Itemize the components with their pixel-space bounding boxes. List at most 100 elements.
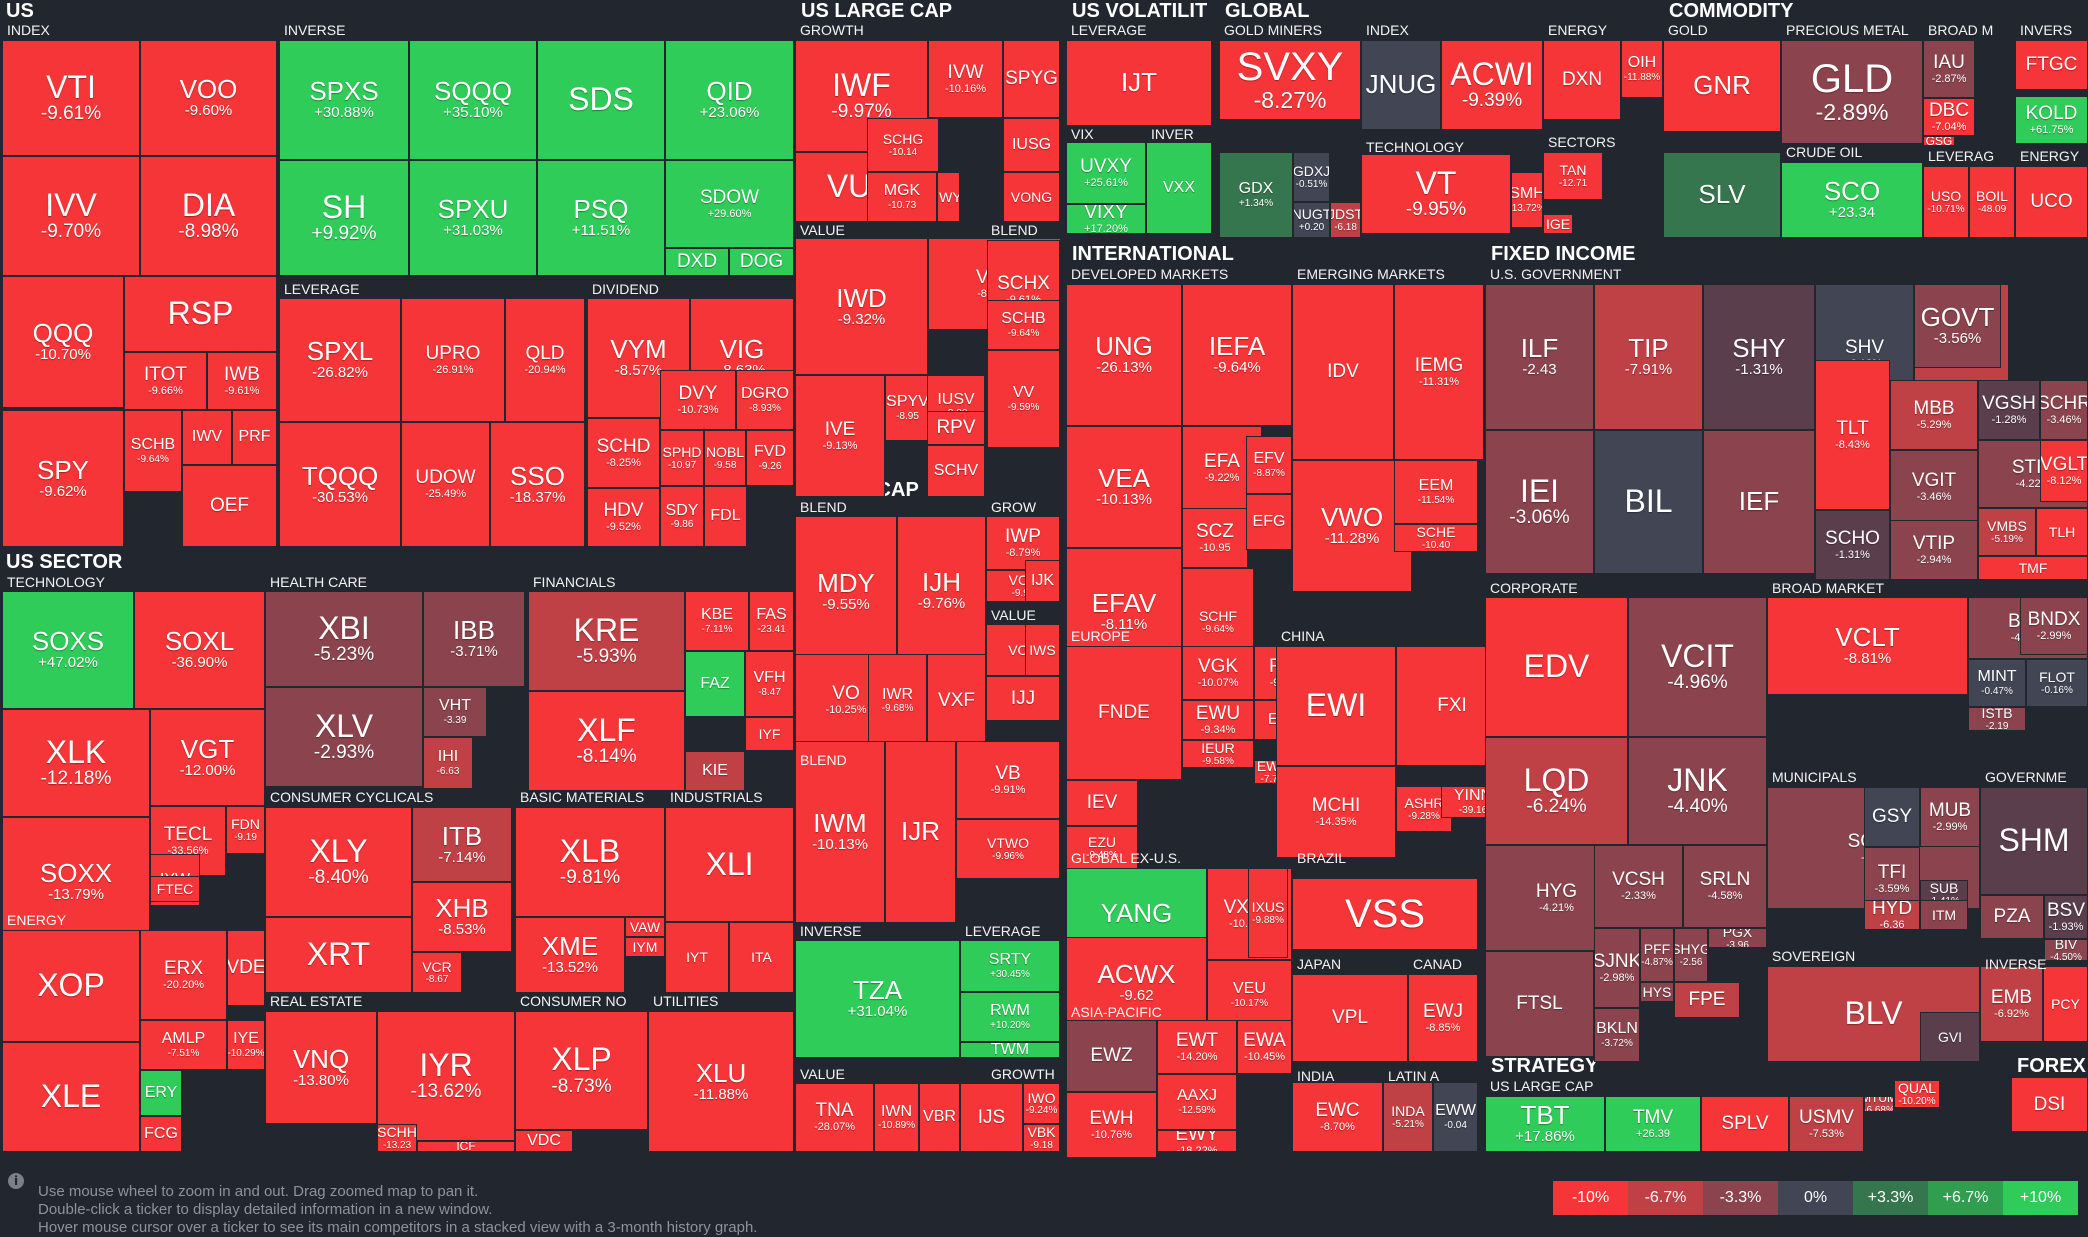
ticker-tile[interactable]: FTEC (150, 876, 200, 902)
ticker-tile[interactable]: VTWO -9.96% (956, 819, 1060, 879)
ticker-tile[interactable]: EWI (1276, 646, 1396, 766)
ticker-tile[interactable]: IWB -9.61% (207, 352, 277, 410)
ticker-tile[interactable]: RPV (927, 411, 985, 445)
ticker-tile[interactable]: TMF (1978, 556, 2088, 580)
ticker-tile[interactable]: IWS (1025, 624, 1060, 676)
ticker-tile[interactable]: OEF (182, 465, 277, 547)
ticker-tile[interactable]: VXF (927, 654, 986, 747)
ticker-tile[interactable]: SCHG -10.14 (867, 118, 939, 172)
ticker-tile[interactable]: VB -9.91% (956, 741, 1060, 819)
ticker-tile[interactable]: LQD -6.24% (1485, 737, 1628, 845)
ticker-tile[interactable]: EFV -8.87% (1246, 436, 1292, 494)
ticker-tile[interactable]: SRLN -4.58% (1683, 845, 1767, 928)
ticker-tile[interactable]: TMV +26.39 (1605, 1096, 1701, 1152)
ticker-tile[interactable]: SPXS +30.88% (279, 40, 409, 160)
ticker-tile[interactable]: JNUG (1361, 40, 1441, 130)
ticker-tile[interactable]: MDY -9.55% (795, 516, 897, 668)
ticker-tile[interactable]: IYR -13.62% (377, 1011, 515, 1141)
ticker-tile[interactable]: IEMG -11.31% (1394, 284, 1484, 460)
ticker-tile[interactable]: MTUM-6.68% (1864, 1096, 1894, 1112)
ticker-tile[interactable]: IWM -10.13% (795, 741, 885, 923)
ticker-tile[interactable]: GSG (1923, 136, 1955, 146)
ticker-tile[interactable]: VGT -12.00% (150, 709, 265, 806)
ticker-tile[interactable]: FTSL (1485, 951, 1594, 1057)
ticker-tile[interactable]: IDV (1292, 284, 1394, 460)
ticker-tile[interactable]: SPY -9.62% (2, 410, 124, 547)
ticker-tile[interactable]: DVY -10.73% (660, 370, 736, 430)
ticker-tile[interactable]: RWM +10.20% (960, 992, 1060, 1042)
ticker-tile[interactable]: GDXJ -0.51% (1293, 152, 1330, 202)
ticker-tile[interactable]: XLE (2, 1042, 140, 1152)
ticker-tile[interactable]: ERY (140, 1070, 182, 1116)
ticker-tile[interactable]: SDY -9.86 (660, 486, 704, 547)
ticker-tile[interactable]: IGE (1543, 214, 1573, 234)
ticker-tile[interactable]: XLF -8.14% (528, 691, 685, 791)
ticker-tile[interactable]: SPYV -8.95 (885, 375, 930, 441)
ticker-tile[interactable]: EWC -8.70% (1292, 1082, 1383, 1152)
ticker-tile[interactable]: ISTB -2.19 (1968, 707, 2026, 731)
ticker-tile[interactable]: QID +23.06% (665, 40, 794, 160)
ticker-tile[interactable]: TWM (960, 1042, 1060, 1058)
ticker-tile[interactable]: XLU -11.88% (648, 1011, 794, 1152)
ticker-tile[interactable]: IWO -9.24% (1023, 1083, 1060, 1124)
ticker-tile[interactable]: ICF (417, 1141, 515, 1152)
ticker-tile[interactable]: GOVT -3.56% (1914, 284, 2001, 368)
ticker-tile[interactable]: FPE (1674, 982, 1740, 1018)
ticker-tile[interactable]: FCG (140, 1116, 182, 1152)
ticker-tile[interactable]: AAXJ -12.59% (1157, 1074, 1237, 1130)
ticker-tile[interactable]: QQQ -10.70% (2, 276, 124, 408)
ticker-tile[interactable]: ITB -7.14% (412, 807, 512, 882)
ticker-tile[interactable]: MGK -10.73 (867, 172, 937, 222)
ticker-tile[interactable]: VPL (1292, 974, 1408, 1062)
ticker-tile[interactable]: EWT -14.20% (1157, 1020, 1237, 1074)
ticker-tile[interactable]: BKLN -3.72% (1594, 1008, 1640, 1062)
ticker-tile[interactable]: SCHO -1.31% (1815, 510, 1890, 580)
ticker-tile[interactable]: VEU -10.17% (1207, 960, 1292, 1030)
ticker-tile[interactable]: SJNK -2.98% (1594, 928, 1640, 1008)
ticker-tile[interactable]: EWZ (1066, 1020, 1157, 1092)
ticker-tile[interactable]: TLH (2036, 508, 2088, 556)
ticker-tile[interactable]: IEFA -9.64% (1182, 284, 1292, 426)
ticker-tile[interactable]: VONG (1003, 172, 1060, 222)
ticker-tile[interactable]: SHYG-2.56 (1674, 928, 1708, 982)
ticker-tile[interactable]: VGSH -1.28% (1978, 380, 2040, 440)
ticker-tile[interactable]: XLY -8.40% (265, 807, 412, 917)
ticker-tile[interactable]: ITA (729, 922, 794, 993)
ticker-tile[interactable]: VCIT -4.96% (1628, 597, 1767, 737)
ticker-tile[interactable]: UNG -26.13% (1066, 284, 1182, 426)
ticker-tile[interactable]: RSP (124, 276, 277, 352)
ticker-tile[interactable]: KOLD +61.75% (2015, 96, 2088, 144)
ticker-tile[interactable]: DBC -7.04% (1923, 98, 1975, 136)
ticker-tile[interactable]: SCHV (927, 445, 985, 497)
ticker-tile[interactable]: USO -10.71% (1923, 166, 1969, 238)
ticker-tile[interactable]: DSI (2011, 1077, 2088, 1132)
ticker-tile[interactable]: VOO -9.60% (140, 40, 277, 156)
ticker-tile[interactable]: SVXY -8.27% (1219, 40, 1361, 120)
ticker-tile[interactable]: EWW -0.04 (1433, 1082, 1478, 1152)
ticker-tile[interactable]: SH +9.92% (279, 160, 409, 276)
ticker-tile[interactable]: SCHR-3.46% (2040, 380, 2088, 440)
ticker-tile[interactable]: VGIT -3.46% (1890, 450, 1978, 525)
ticker-tile[interactable]: IWN -10.89% (874, 1083, 919, 1152)
ticker-tile[interactable]: VYM -8.57% (587, 298, 690, 418)
ticker-tile[interactable]: XOP (2, 930, 140, 1042)
ticker-tile[interactable]: EEM -11.54% (1394, 460, 1478, 524)
ticker-tile[interactable]: SPLV (1701, 1096, 1789, 1152)
ticker-tile[interactable]: UDOW -25.49% (401, 422, 490, 547)
ticker-tile[interactable]: FDL (704, 486, 747, 547)
ticker-tile[interactable]: IXUS -9.88% (1248, 868, 1288, 958)
ticker-tile[interactable]: BSV -1.93% (2044, 895, 2088, 939)
ticker-tile[interactable]: KIE (685, 751, 745, 791)
ticker-tile[interactable]: IUSG (1003, 118, 1060, 172)
ticker-tile[interactable]: MUB -2.99% (1920, 787, 1980, 847)
ticker-tile[interactable]: DXD (665, 248, 729, 276)
ticker-tile[interactable]: SLV (1663, 152, 1781, 238)
ticker-tile[interactable]: KBE -7.11% (685, 591, 749, 651)
ticker-tile[interactable]: IEV (1066, 780, 1138, 826)
ticker-tile[interactable]: IVE -9.13% (795, 375, 885, 497)
ticker-tile[interactable]: VBK -9.18 (1023, 1124, 1060, 1152)
ticker-tile[interactable]: SPXU +31.03% (409, 160, 537, 276)
ticker-tile[interactable]: IJH -9.76% (897, 516, 986, 666)
ticker-tile[interactable]: SHM (1980, 787, 2088, 895)
ticker-tile[interactable]: QUAL -10.20% (1894, 1080, 1940, 1108)
